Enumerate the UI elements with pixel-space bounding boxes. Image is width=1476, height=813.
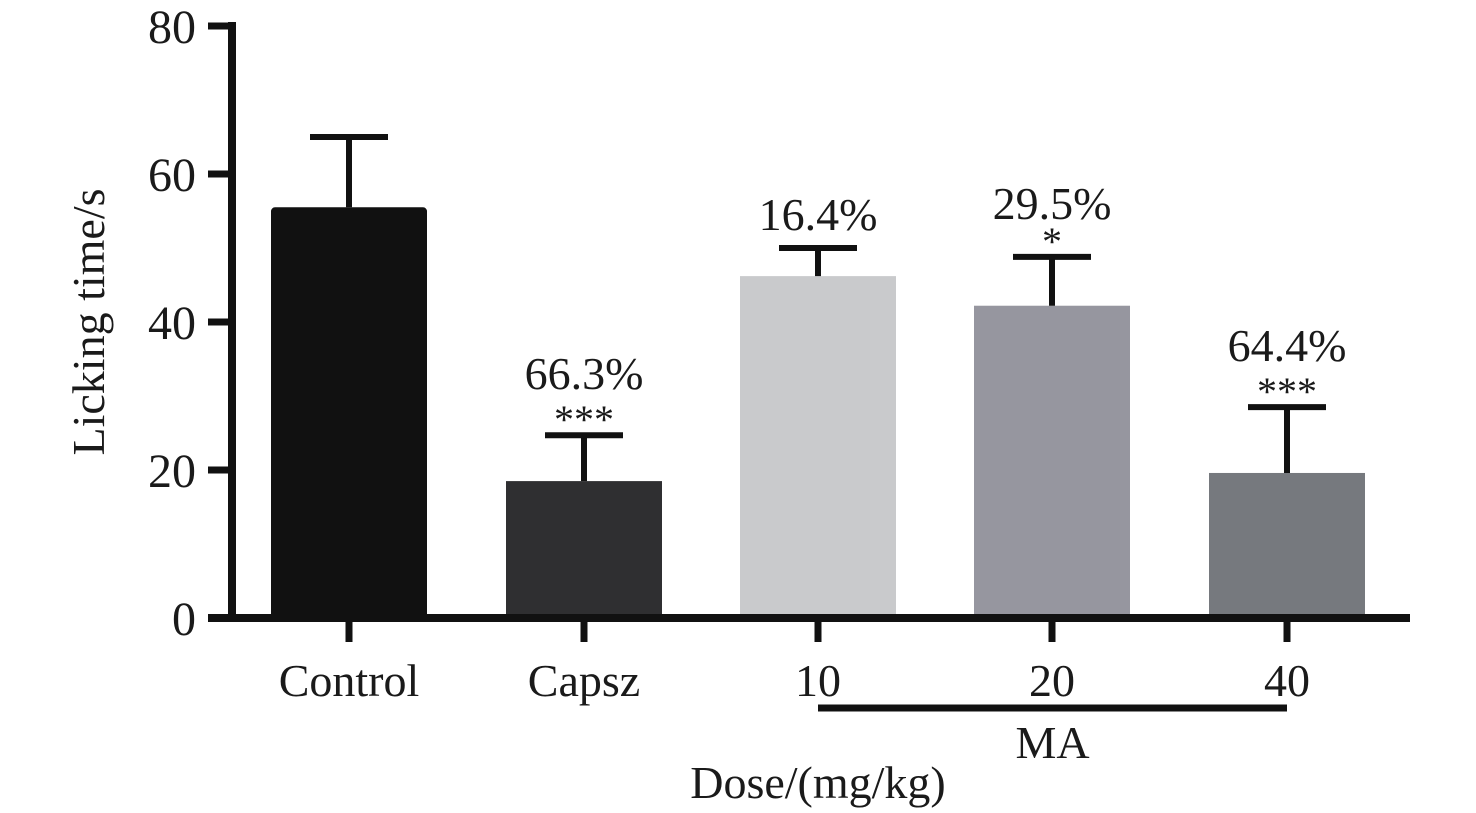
x-axis-title: Dose/(mg/kg) [690,757,946,808]
y-axis-title: Licking time/s [63,188,114,455]
x-tick-label: 20 [1029,655,1075,706]
ma-group-label: MA [1015,717,1089,768]
x-tick-label: Capsz [528,655,640,706]
y-tick-label: 80 [148,1,196,54]
bar-20 [974,305,1130,618]
y-ticks-layer: 0 20 40 60 80 [148,1,232,646]
error-bars-layer [310,134,1326,482]
significance-marker: *** [1257,369,1317,414]
y-tick-label: 20 [148,445,196,498]
percent-label: 29.5% [993,178,1112,229]
x-tick-label: 10 [795,655,841,706]
bar-control [271,207,427,619]
bar-capsz [506,481,662,618]
significance-marker: * [1042,219,1062,264]
y-tick-label: 0 [172,593,196,646]
percent-label: 64.4% [1228,320,1347,371]
percent-label: 66.3% [525,348,644,399]
bar-10 [740,276,896,618]
y-tick-label: 60 [148,149,196,202]
x-tick-label: 40 [1264,655,1310,706]
bars-layer [271,207,1365,619]
percent-label: 16.4% [759,189,878,240]
y-tick-label: 40 [148,297,196,350]
annotations-layer: ***66.3%16.4%*29.5%***64.4% [525,178,1347,442]
x-tick-label: Control [279,655,420,706]
significance-marker: *** [554,397,614,442]
x-ticks-layer: Control Capsz 10 20 40 [279,618,1310,706]
bar-40 [1209,472,1365,618]
